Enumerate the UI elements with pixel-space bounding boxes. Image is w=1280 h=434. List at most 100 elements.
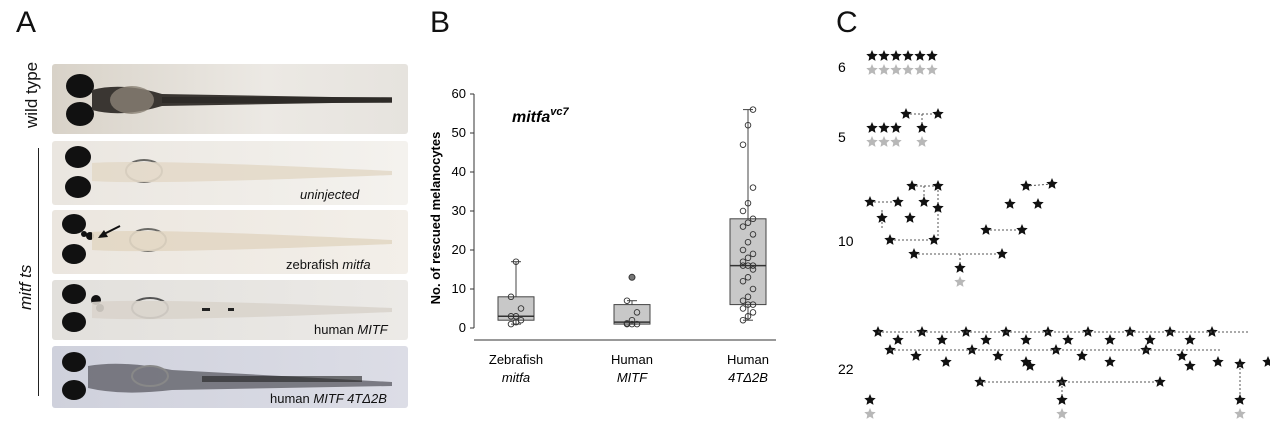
melanocyte-star-icon (936, 334, 948, 345)
data-point (749, 106, 757, 113)
data-point (739, 305, 747, 312)
melanocyte-star-icon (906, 180, 918, 191)
melanocyte-star-icon (1062, 334, 1074, 345)
empty-star-icon (916, 136, 928, 147)
melanocyte-star-icon (1164, 326, 1176, 337)
melanocyte-star-icon (1104, 334, 1116, 345)
melanocyte-star-icon (1206, 326, 1218, 337)
empty-star-icon (926, 64, 938, 75)
fish-wild-type-svg (66, 74, 392, 126)
fish-uninjected-svg (65, 146, 392, 198)
melanocyte-star-icon (1004, 198, 1016, 209)
melanocyte-star-icon (908, 248, 920, 259)
x-category-label: MITF (617, 370, 648, 385)
y-axis: 0 10 20 30 40 50 60 (452, 86, 475, 335)
caption-uninjected: uninjected (300, 187, 360, 202)
y-tick-label: 50 (452, 125, 466, 140)
melanocyte-star-icon (1212, 356, 1224, 367)
melanocyte-star-icon (1234, 358, 1246, 369)
data-point (739, 246, 747, 254)
melanocyte-star-icon (1024, 360, 1036, 371)
data-point (739, 316, 747, 324)
melanocyte-star-icon (1046, 178, 1058, 189)
y-tick-label: 0 (459, 320, 466, 335)
x-axis: Zebrafish mitfa Human MITF Human 4TΔ2B (474, 339, 776, 385)
data-point (512, 313, 520, 320)
stars-group (864, 50, 1270, 419)
melanocyte-star-icon (916, 122, 928, 133)
melanocyte-star-icon (910, 350, 922, 361)
data-point (749, 309, 757, 316)
melanocyte-star-icon (866, 50, 878, 61)
row-label-6: 6 (838, 59, 846, 75)
melanocyte-star-icon (1020, 180, 1032, 191)
data-point (749, 231, 757, 238)
melanocyte-star-icon (904, 212, 916, 223)
empty-star-icon (954, 276, 966, 287)
data-point (512, 258, 520, 265)
melanocyte-star-icon (1144, 334, 1156, 345)
data-point (628, 320, 636, 328)
fish-photo-wild-type (52, 64, 408, 134)
mitf-ts-label: mitf ts (16, 264, 35, 310)
fish-photo-zebrafish-mitfa (52, 210, 408, 274)
box-plot-chart: No. of rescued melanocytes mitfavc7 0 10 2… (428, 86, 776, 385)
y-axis-label: No. of rescued melanocytes (428, 132, 443, 305)
data-point (744, 219, 752, 226)
melanocyte-star-icon (932, 202, 944, 213)
melanocyte-star-icon (890, 50, 902, 61)
data-point (507, 313, 515, 320)
data-point (749, 266, 757, 273)
melanocyte-star-icon (918, 196, 930, 207)
melanocyte-star-icon (1184, 360, 1196, 371)
melanocyte-star-icon (900, 108, 912, 119)
x-category-label: Human (611, 352, 653, 367)
x-category-label: Human (727, 352, 769, 367)
empty-star-icon (866, 64, 878, 75)
melanocyte-star-icon (878, 50, 890, 61)
lineage-diagram: 6 5 10 22 (838, 50, 1270, 419)
x-category-label: Zebrafish (489, 352, 543, 367)
melanocyte-star-icon (916, 326, 928, 337)
melanocyte-star-icon (876, 212, 888, 223)
data-point (623, 320, 631, 327)
y-tick-label: 60 (452, 86, 466, 101)
melanocyte-star-icon (1124, 326, 1136, 337)
data-point (744, 121, 752, 129)
box-iqr (729, 218, 767, 306)
panel-c-letter: C (836, 6, 858, 39)
data-point (507, 293, 515, 301)
chart-annotation: mitfavc7 (512, 106, 569, 126)
fish-photo-human-mitf-4t2b (52, 346, 408, 408)
melanocyte-star-icon (932, 180, 944, 191)
data-point (744, 293, 752, 301)
data-point (744, 254, 752, 262)
data-point (628, 316, 636, 324)
data-point (749, 215, 757, 223)
melanocyte-star-icon (872, 326, 884, 337)
x-category-label: 4TΔ2B (728, 370, 768, 385)
melanocyte-star-icon (892, 196, 904, 207)
melanocyte-star-icon (1050, 344, 1062, 355)
empty-star-icon (902, 64, 914, 75)
fish-photo-uninjected (52, 141, 408, 205)
data-point (749, 285, 757, 293)
melanocyte-star-icon (1262, 356, 1270, 367)
y-tick-label: 10 (452, 281, 466, 296)
lineage-link (1025, 183, 1053, 187)
boxes-group (497, 106, 767, 328)
fish-human-mitf-4t2b-svg (62, 352, 392, 400)
melanocyte-star-icon (1032, 198, 1044, 209)
melanocyte-star-icon (992, 350, 1004, 361)
melanocyte-star-icon (1082, 326, 1094, 337)
melanocyte-star-icon (974, 376, 986, 387)
melanocyte-star-icon (902, 50, 914, 61)
melanocyte-star-icon (980, 224, 992, 235)
melanocyte-star-icon (1154, 376, 1166, 387)
empty-star-icon (866, 136, 878, 147)
data-point (633, 309, 641, 316)
row-label-22: 22 (838, 361, 854, 377)
caption-zebrafish-mitfa: zebrafish mitfa (286, 257, 371, 272)
melanocyte-star-icon (960, 326, 972, 337)
y-tick-label: 40 (452, 164, 466, 179)
